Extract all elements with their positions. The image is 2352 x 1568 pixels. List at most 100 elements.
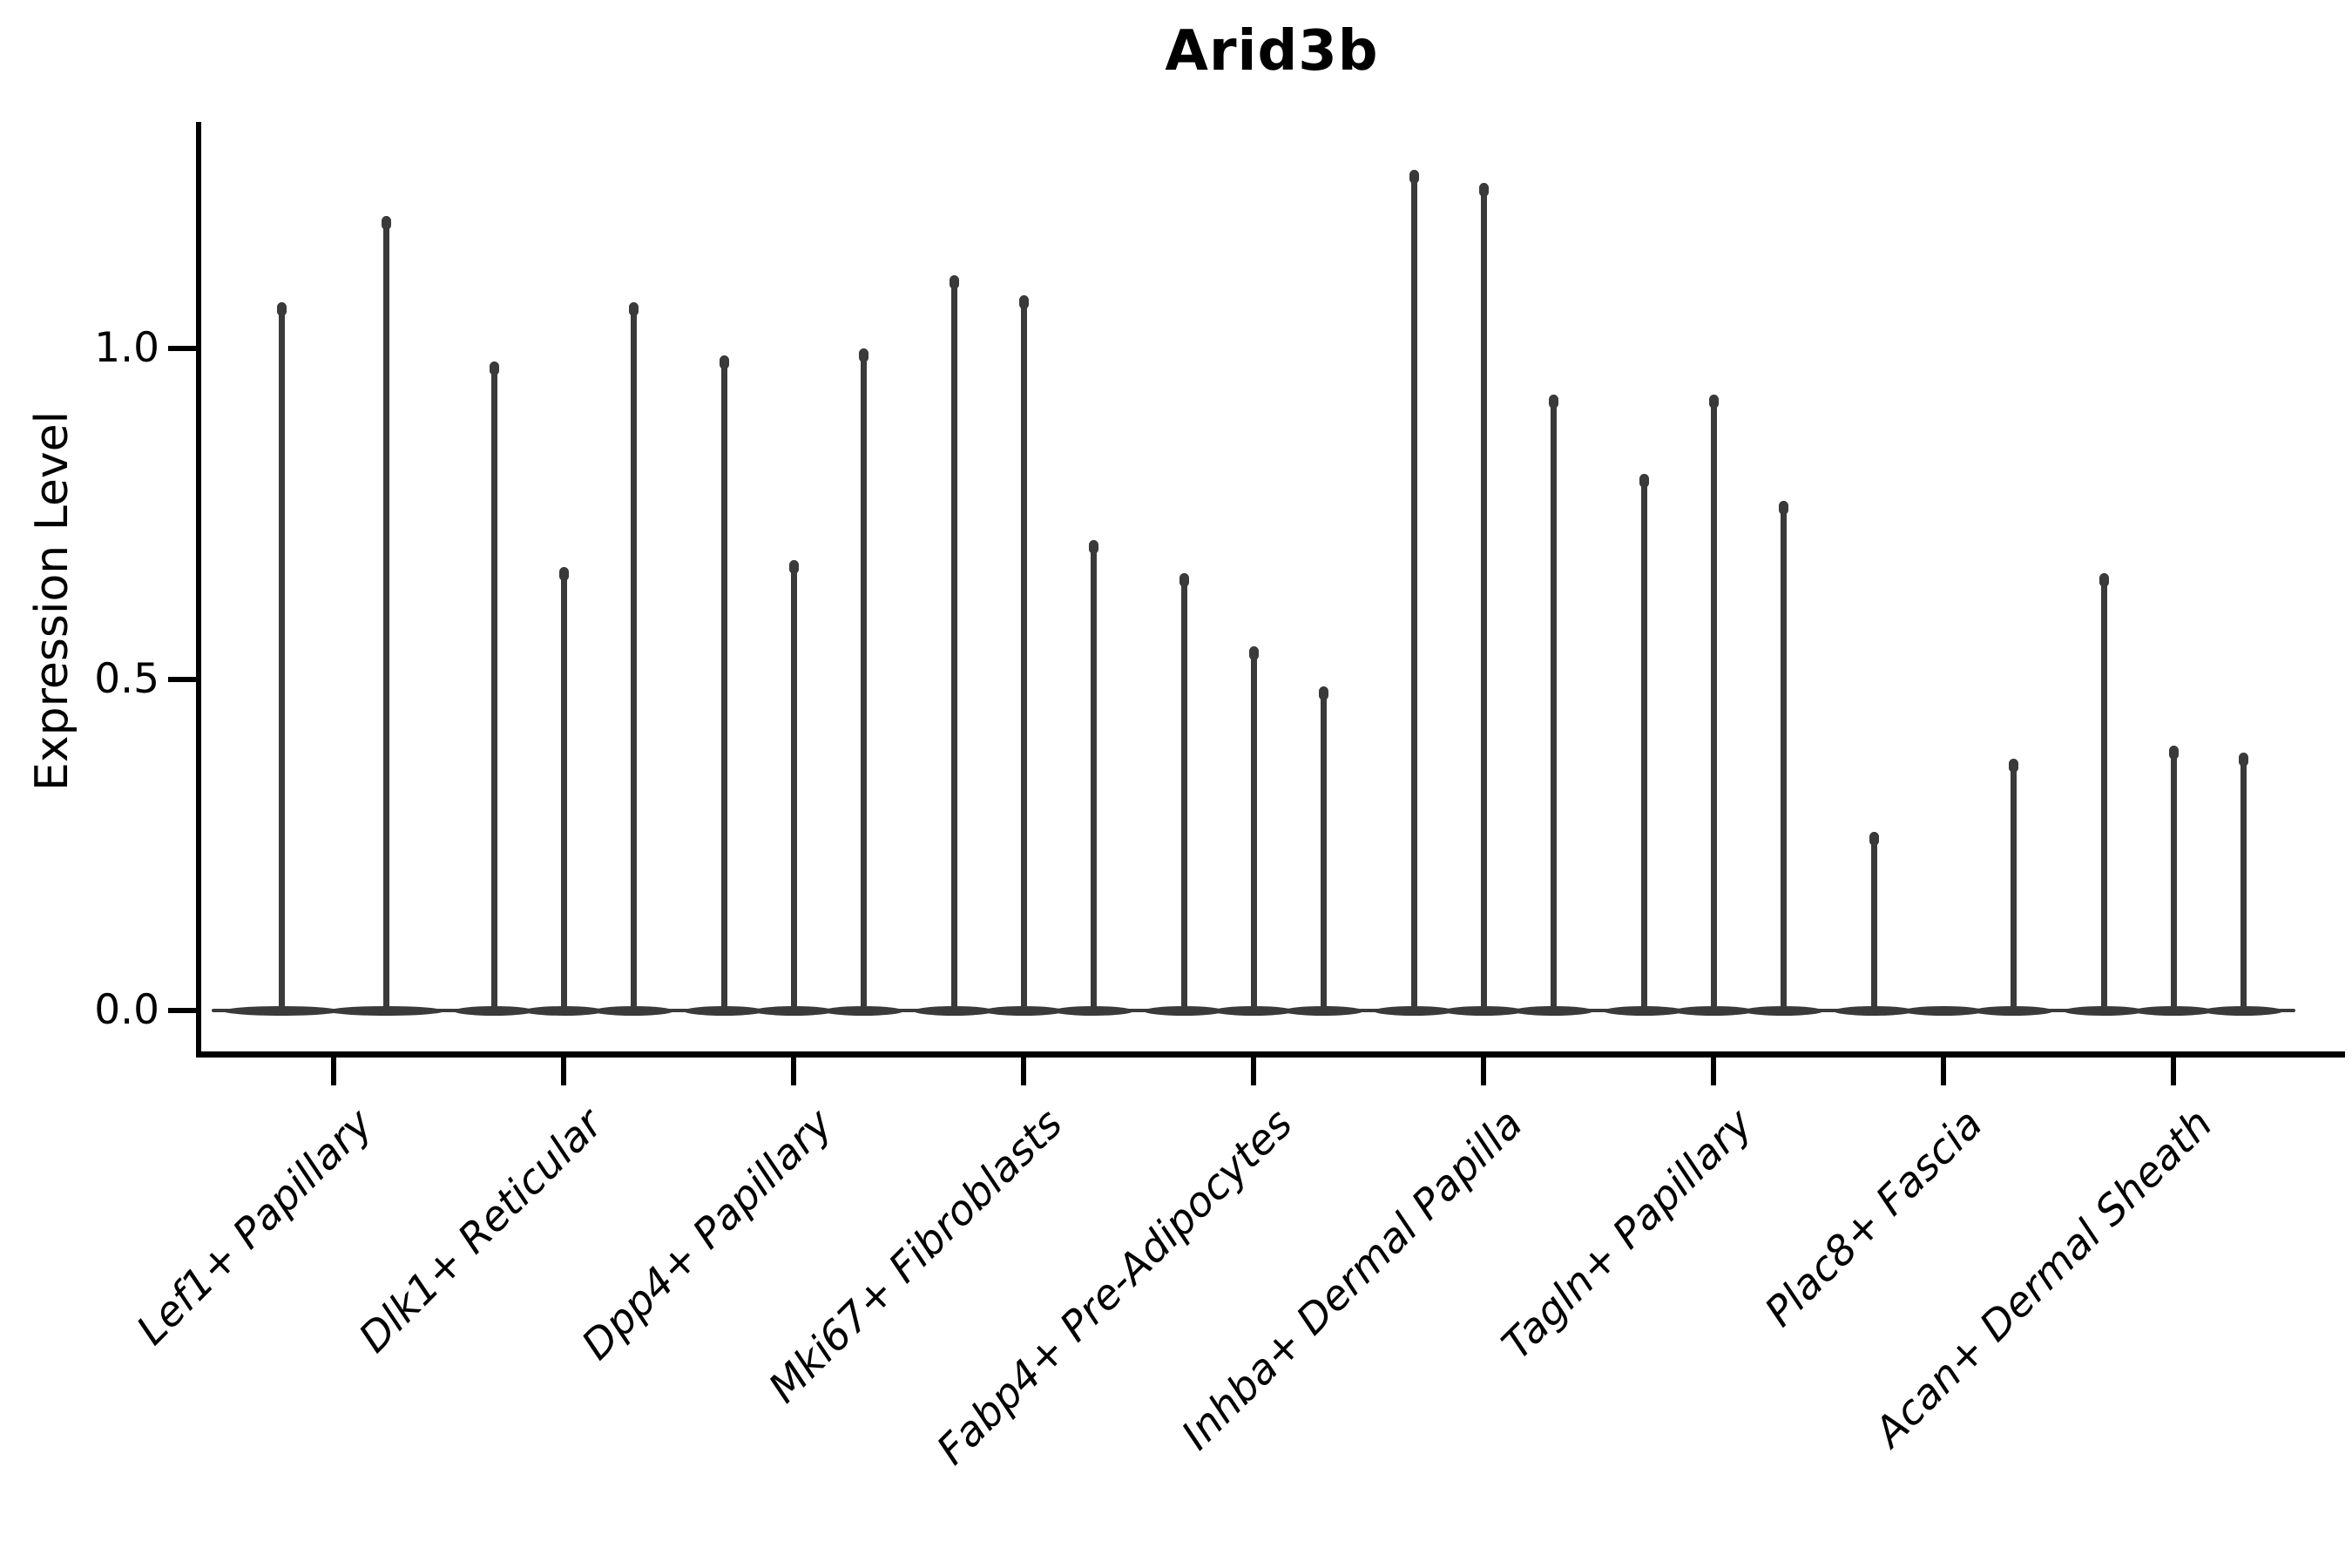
violin-spike-tip	[858, 348, 868, 362]
violin-spike-tip	[2238, 752, 2248, 767]
violin-base	[1283, 1005, 1363, 1016]
violin-spike	[1410, 169, 1417, 1010]
violin-base	[1973, 1005, 2053, 1016]
violin-spike-tip	[381, 216, 391, 230]
violin-base	[1374, 1005, 1454, 1016]
x-tick-mark	[1941, 1054, 1946, 1085]
violin-spike-tip	[949, 275, 959, 290]
violin-base	[1673, 1005, 1754, 1016]
violin-spike	[630, 301, 637, 1010]
violin-spike	[1870, 831, 1877, 1010]
violin-spike	[1180, 573, 1187, 1010]
x-axis-spine	[196, 1051, 2345, 1058]
violin-spike-tip	[1318, 686, 1328, 700]
violin-spike	[1780, 500, 1787, 1010]
violin-spike-tip	[1639, 474, 1649, 489]
x-tick-mark	[1021, 1054, 1026, 1085]
violin-spike-tip	[2168, 746, 2179, 760]
violin-spike	[950, 275, 957, 1010]
violin-spike	[2100, 573, 2107, 1010]
plot-title: Arid3b	[1165, 19, 1379, 84]
violin-spike-tip	[1869, 831, 1879, 846]
violin-spike-tip	[1478, 183, 1489, 197]
violin-base	[454, 1005, 534, 1016]
violin-spike-tip	[1548, 395, 1558, 409]
violin-base	[2133, 1005, 2213, 1016]
violin-spike-tip	[628, 301, 639, 316]
violin-spike	[860, 348, 867, 1010]
x-category-label: Inhba+ Dermal Papilla	[1173, 1099, 1532, 1460]
violin-spike	[2170, 746, 2177, 1010]
x-category-label: Tagln+ Papillary	[1492, 1099, 1762, 1369]
x-tick-mark	[1251, 1054, 1256, 1085]
violin-spike	[720, 355, 727, 1010]
violin-spike	[2240, 752, 2247, 1010]
x-tick-mark	[331, 1054, 336, 1085]
violin-spike-tip	[276, 301, 287, 316]
violin-base	[1053, 1005, 1133, 1016]
violin-base	[2064, 1005, 2144, 1016]
violin-spike	[1480, 183, 1487, 1010]
violin-base	[1213, 1005, 1294, 1016]
violin-spike-tip	[788, 560, 799, 575]
x-tick-mark	[791, 1054, 796, 1085]
violin-spike-tip	[2099, 573, 2109, 588]
y-tick-mark	[168, 1008, 196, 1013]
violin-spike-tip	[1409, 169, 1419, 184]
x-category-label: Mki67+ Fibroblasts	[760, 1099, 1072, 1413]
violin-base	[1743, 1005, 1823, 1016]
x-tick-mark	[1711, 1054, 1716, 1085]
x-category-label: Dlk1+ Reticular	[349, 1099, 612, 1362]
violin-spike-tip	[1708, 395, 1719, 409]
x-tick-mark	[2171, 1054, 2176, 1085]
violin-base	[1834, 1005, 1914, 1016]
violin-spike-tip	[489, 362, 499, 376]
violin-spike-tip	[1248, 646, 1259, 660]
x-tick-mark	[561, 1054, 566, 1085]
violin-base	[754, 1005, 834, 1016]
y-tick-mark	[168, 677, 196, 682]
violin-spike	[1710, 395, 1717, 1010]
violin-base	[914, 1005, 994, 1016]
violin-base	[1144, 1005, 1224, 1016]
violin-spike-tip	[1778, 500, 1788, 515]
violin-base	[1443, 1005, 1524, 1016]
y-axis-spine	[196, 122, 201, 1057]
x-tick-mark	[1481, 1054, 1486, 1085]
violin-spike	[2010, 759, 2017, 1010]
violin-base	[1513, 1005, 1593, 1016]
violin-base	[2203, 1005, 2283, 1016]
violin-spike	[1320, 686, 1327, 1010]
violin-spike-tip	[1179, 573, 1189, 588]
x-category-label: Fabp4+ Pre-Adipocytes	[928, 1099, 1302, 1475]
violin-spike	[1640, 474, 1647, 1010]
violin-spike	[382, 216, 389, 1010]
violin-spike	[1020, 295, 1027, 1010]
violin-spike-tip	[558, 566, 569, 581]
y-tick-label: 0.5	[94, 655, 159, 703]
y-tick-label: 0.0	[94, 986, 159, 1034]
violin-base	[1604, 1005, 1684, 1016]
violin-spike-tip	[2008, 759, 2018, 774]
violin-base	[684, 1005, 764, 1016]
y-tick-mark	[168, 346, 196, 351]
violin-spike	[490, 362, 497, 1010]
violin-base	[983, 1005, 1064, 1016]
y-tick-label: 1.0	[94, 324, 159, 372]
violin-spike	[790, 560, 797, 1010]
violin-spike-tip	[1088, 540, 1098, 555]
violin-base	[1903, 1005, 1984, 1016]
violin-spike	[1090, 540, 1097, 1010]
x-category-label: Plac8+ Fascia	[1755, 1099, 1992, 1336]
violin-base	[524, 1005, 604, 1016]
violin-base	[328, 1005, 444, 1016]
x-category-label: Acan+ Dermal Sheath	[1865, 1099, 2222, 1456]
violin-spike-tip	[1018, 295, 1029, 310]
violin-base	[823, 1005, 903, 1016]
violin-base	[593, 1005, 673, 1016]
violin-base	[223, 1005, 340, 1016]
violin-spike	[1550, 395, 1557, 1010]
x-category-label: Dpp4+ Papillary	[572, 1099, 842, 1369]
violin-spike-tip	[719, 355, 729, 369]
violin-spike	[560, 566, 567, 1010]
